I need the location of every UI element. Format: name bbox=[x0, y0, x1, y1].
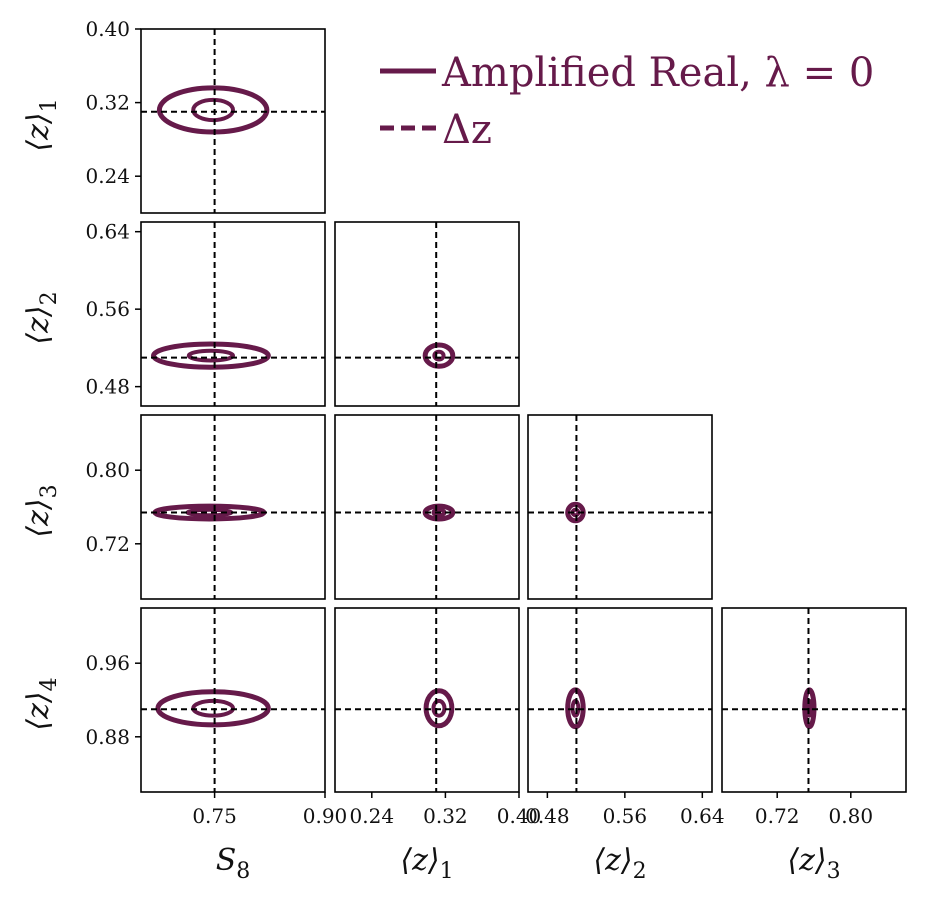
x-tick-label: 0.75 bbox=[192, 804, 237, 828]
panel-content bbox=[141, 222, 325, 406]
corner-panels: 0.24 0.32 0.40 ⟨z⟩1 0.48 0.56 0.64 ⟨z⟩2 0.72 0.80… bbox=[21, 17, 907, 884]
panel-content bbox=[722, 608, 906, 792]
panel-4-2: 0.48 0.56 0.64 ⟨z⟩2 bbox=[525, 607, 725, 884]
contour-inner bbox=[191, 97, 236, 123]
y-tick-label: 0.64 bbox=[85, 220, 130, 244]
y-axis-label: ⟨z⟩4 bbox=[21, 677, 62, 730]
x-tick-label: 0.24 bbox=[350, 804, 395, 828]
x-tick-label: 0.80 bbox=[829, 804, 874, 828]
x-axis-label: ⟨z⟩3 bbox=[787, 843, 840, 884]
panel-1-0: 0.24 0.32 0.40 ⟨z⟩1 bbox=[21, 17, 326, 214]
panel-content bbox=[528, 608, 712, 792]
x-tick-label: 0.64 bbox=[680, 804, 725, 828]
x-axis-label: S8 bbox=[216, 843, 251, 884]
legend-label-solid: Amplified Real, λ = 0 bbox=[441, 50, 874, 96]
x-tick-label: 0.48 bbox=[525, 804, 570, 828]
panel-content bbox=[528, 415, 712, 599]
contour-inner bbox=[432, 349, 446, 362]
panel-frame bbox=[140, 414, 326, 600]
y-tick-label: 0.96 bbox=[85, 651, 130, 675]
legend-label-dashed: Δz bbox=[442, 107, 492, 153]
y-tick-label: 0.24 bbox=[85, 164, 130, 188]
panel-frame bbox=[334, 221, 520, 407]
panel-content bbox=[335, 415, 519, 599]
contour-outer bbox=[422, 342, 456, 369]
y-tick-label: 0.80 bbox=[85, 458, 130, 482]
panel-frame bbox=[140, 28, 326, 214]
y-tick-label: 0.88 bbox=[85, 725, 130, 749]
y-tick-label: 0.56 bbox=[85, 297, 130, 321]
panel-frame bbox=[140, 607, 326, 793]
x-axis-label: ⟨z⟩1 bbox=[400, 843, 453, 884]
contour-inner bbox=[186, 348, 235, 363]
panel-4-3: 0.72 0.80 ⟨z⟩3 bbox=[721, 607, 907, 884]
panel-content bbox=[335, 608, 519, 792]
y-tick-label: 0.32 bbox=[85, 91, 130, 115]
panel-3-2 bbox=[527, 414, 713, 600]
panel-frame bbox=[140, 221, 326, 407]
x-tick-label: 0.32 bbox=[423, 804, 468, 828]
panel-content bbox=[141, 29, 325, 213]
legend: Amplified Real, λ = 0 Δz bbox=[380, 50, 874, 153]
panel-content bbox=[141, 415, 325, 599]
y-axis-label: ⟨z⟩1 bbox=[21, 98, 62, 151]
panel-frame bbox=[334, 607, 520, 793]
panel-4-1: 0.24 0.32 0.40 ⟨z⟩1 bbox=[334, 607, 542, 884]
panel-frame bbox=[527, 607, 713, 793]
y-tick-label: 0.48 bbox=[85, 375, 130, 399]
contour-inner bbox=[431, 698, 447, 718]
panel-content bbox=[141, 608, 325, 792]
panel-content bbox=[335, 222, 519, 406]
contour-outer bbox=[151, 341, 271, 370]
x-tick-label: 0.56 bbox=[603, 804, 648, 828]
panel-frame bbox=[721, 607, 907, 793]
panel-frame bbox=[334, 414, 520, 600]
x-tick-label: 0.40 bbox=[497, 804, 542, 828]
y-axis-label: ⟨z⟩2 bbox=[21, 291, 62, 344]
contour-outer bbox=[155, 689, 271, 728]
x-tick-label: 0.72 bbox=[755, 804, 800, 828]
panel-frame bbox=[527, 414, 713, 600]
y-tick-label: 0.72 bbox=[85, 532, 130, 556]
panel-3-1 bbox=[334, 414, 520, 600]
contour-inner bbox=[431, 507, 447, 518]
panel-4-0: 0.88 0.96 ⟨z⟩4 0.75 0.90 S8 bbox=[21, 607, 348, 884]
x-tick-label: 0.90 bbox=[303, 804, 348, 828]
panel-2-0: 0.48 0.56 0.64 ⟨z⟩2 bbox=[21, 220, 326, 407]
panel-3-0: 0.72 0.80 ⟨z⟩3 bbox=[21, 414, 326, 600]
contour-outer bbox=[156, 85, 270, 135]
x-axis-label: ⟨z⟩2 bbox=[593, 843, 646, 884]
panel-2-1 bbox=[334, 221, 520, 407]
y-tick-label: 0.40 bbox=[85, 17, 130, 41]
y-axis-label: ⟨z⟩3 bbox=[21, 484, 62, 537]
